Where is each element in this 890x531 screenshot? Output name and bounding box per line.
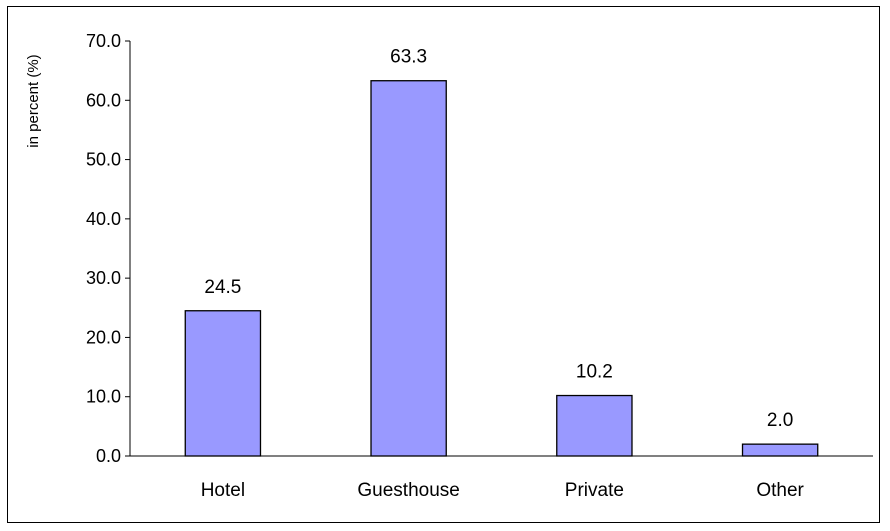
bar-chart: in percent (%) 0.0 10.0 20.0 30.0 40.0 50.0 60… xyxy=(25,31,873,501)
y-tick-label: 30.0 xyxy=(86,268,121,288)
x-tick-label-guesthouse: Guesthouse xyxy=(357,480,459,501)
bar-hotel xyxy=(184,310,262,457)
y-tick-label: 10.0 xyxy=(86,387,121,407)
chart-frame: in percent (%) 0.0 10.0 20.0 30.0 40.0 50.0 60… xyxy=(7,6,880,523)
x-tick-label-private: Private xyxy=(565,480,624,501)
y-tick-label: 70.0 xyxy=(86,31,121,51)
bar-other xyxy=(741,443,819,457)
bars-group xyxy=(184,80,819,457)
x-axis-labels: Hotel Guesthouse Private Other xyxy=(201,480,805,501)
data-label-private: 10.2 xyxy=(576,362,613,383)
value-labels-group: 24.5 63.3 10.2 2.0 xyxy=(204,47,793,431)
data-label-hotel: 24.5 xyxy=(204,277,241,298)
y-tick-label: 50.0 xyxy=(86,150,121,170)
y-tick-label: 0.0 xyxy=(96,446,121,466)
y-axis-label: in percent (%) xyxy=(25,54,42,147)
y-tick-label: 20.0 xyxy=(86,327,121,347)
data-label-other: 2.0 xyxy=(767,410,793,431)
data-label-guesthouse: 63.3 xyxy=(390,47,427,68)
x-tick-label-hotel: Hotel xyxy=(201,480,245,501)
y-tick-label: 60.0 xyxy=(86,90,121,110)
y-tick-label: 40.0 xyxy=(86,209,121,229)
bar-private xyxy=(556,394,633,457)
x-tick-label-other: Other xyxy=(756,480,804,501)
y-axis-ticks: 0.0 10.0 20.0 30.0 40.0 50.0 60.0 70.0 xyxy=(86,31,130,466)
bar-guesthouse xyxy=(370,80,447,457)
